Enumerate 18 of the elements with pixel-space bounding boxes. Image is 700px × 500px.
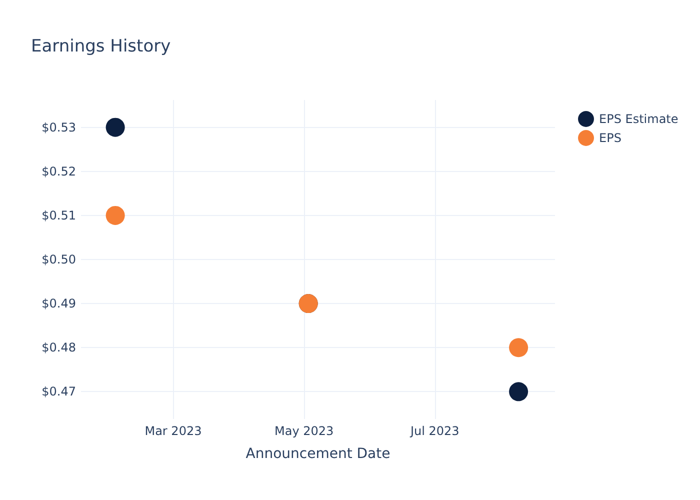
x-tick-label: Jul 2023 [409, 424, 460, 438]
x-tick-label: Mar 2023 [144, 424, 202, 438]
y-tick-label: $0.53 [42, 120, 76, 134]
x-tick-label: May 2023 [274, 424, 334, 438]
y-tick-label: $0.51 [42, 208, 76, 222]
point [106, 206, 125, 225]
point [509, 382, 528, 402]
legend-label: EPS [599, 131, 622, 145]
x-axis-title: Announcement Date [246, 446, 390, 462]
chart-title: Earnings History [31, 36, 171, 56]
point [509, 338, 528, 358]
legend-label: EPS Estimate [599, 112, 678, 126]
y-tick-label: $0.49 [42, 296, 76, 311]
y-tick-label: $0.47 [42, 384, 76, 399]
y-tick-label: $0.48 [42, 340, 76, 355]
point [106, 118, 125, 137]
y-tick-label: $0.52 [42, 164, 76, 178]
y-tick-label: $0.50 [42, 252, 76, 266]
